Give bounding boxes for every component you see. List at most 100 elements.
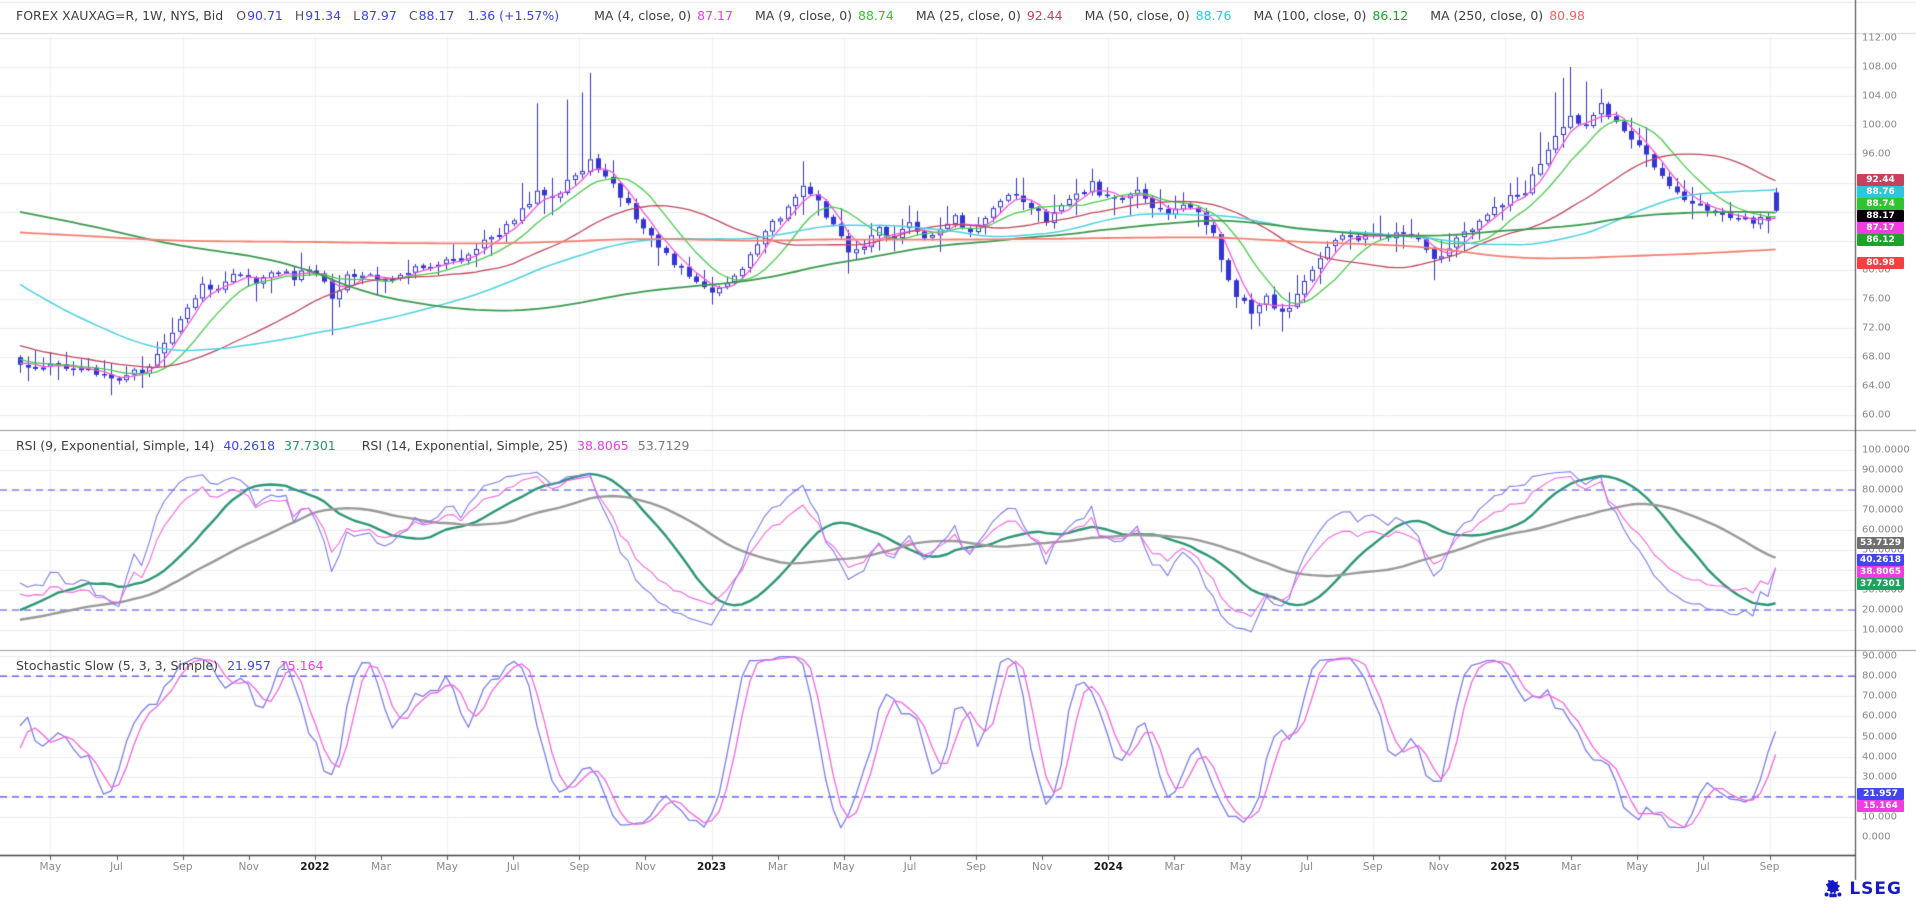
axis-tick: 0.000 [1862, 831, 1891, 843]
ma-value: 80.98 [1549, 8, 1585, 23]
ma-legend-item[interactable]: MA (25, close, 0) 92.44 [916, 8, 1063, 23]
ma-value: 88.76 [1195, 8, 1232, 23]
axis-chip: 40.2618 [1857, 554, 1904, 567]
rsi-legend-group[interactable]: RSI (9, Exponential, Simple, 14) 40.2618 3… [16, 438, 336, 453]
date-label: Mar [767, 861, 788, 873]
axis-tick: 90.0000 [1862, 464, 1904, 476]
lseg-logo-text: LSEG [1849, 879, 1902, 899]
rsi-title: RSI (14, Exponential, Simple, 25) [361, 438, 569, 453]
date-label: Mar [1164, 861, 1185, 873]
date-label: Mar [1561, 861, 1582, 873]
axis-tick: 90.000 [1862, 650, 1897, 662]
axis-chip: 86.12 [1857, 233, 1904, 246]
axis-tick: 10.000 [1862, 811, 1897, 823]
ohlc-c: C88.17 [408, 8, 455, 23]
rsi-legend-group[interactable]: RSI (14, Exponential, Simple, 25) 38.8065… [362, 438, 690, 453]
axis-tick: 70.0000 [1862, 504, 1904, 516]
rsi-value: 53.7129 [637, 438, 690, 453]
axis-chip: 15.164 [1857, 799, 1904, 812]
axis-tick: 112.00 [1862, 32, 1897, 44]
ohlc-l: L87.97 [353, 8, 397, 23]
axis-tick: 80.00 [1862, 264, 1891, 276]
change-value: 1.36 (+1.57%) [467, 8, 560, 23]
axis-tick: 108.00 [1862, 61, 1897, 73]
rsi-value: 40.2618 [223, 438, 276, 453]
ma-label: MA (9, close, 0) [754, 8, 853, 23]
axis-chip: 92.44 [1857, 173, 1904, 186]
ma-label: MA (4, close, 0) [594, 8, 692, 23]
axis-tick: 60.00 [1862, 409, 1891, 421]
date-label: May [832, 861, 855, 873]
axis-tick: 40.000 [1862, 751, 1897, 763]
date-label: Jul [506, 861, 520, 873]
axis-chip: 37.7301 [1857, 578, 1904, 591]
stoch-title[interactable]: Stochastic Slow (5, 3, 3, Simple) 21.957 1… [16, 658, 324, 673]
date-label: Jul [1300, 861, 1314, 873]
axis-tick: 64.00 [1862, 380, 1891, 392]
ma-legend-item[interactable]: MA (9, close, 0) 88.74 [755, 8, 894, 23]
axis-tick: 60.000 [1862, 710, 1897, 722]
date-label: Nov [1428, 861, 1450, 873]
axis-tick: 50.0000 [1862, 544, 1904, 556]
rsi-value: 38.8065 [577, 438, 629, 453]
axis-tick: 104.00 [1862, 90, 1897, 102]
stoch-legend: Stochastic Slow (5, 3, 3, Simple) 21.957 1… [16, 658, 350, 673]
date-label: Sep [966, 861, 986, 873]
stoch-value: 21.957 [227, 658, 271, 673]
rsi-value: 37.7301 [284, 438, 336, 453]
date-label: Sep [1759, 861, 1780, 873]
axis-chip: 21.957 [1857, 787, 1904, 800]
instrument-title[interactable]: FOREX XAUXAG=R, 1W, NYS, Bid [16, 8, 224, 23]
axis-tick: 68.00 [1862, 351, 1891, 363]
axis-tick: 96.00 [1862, 148, 1891, 160]
stoch-value: 15.164 [279, 658, 324, 673]
axis-chip: 88.74 [1857, 197, 1904, 210]
axis-tick: 50.000 [1862, 731, 1897, 742]
axis-tick: 70.000 [1862, 690, 1897, 702]
axis-tick: 80.0000 [1862, 484, 1904, 496]
date-label: May [1626, 861, 1649, 873]
ma-value: 87.17 [697, 8, 733, 23]
ma-value: 88.74 [858, 8, 894, 23]
axis-tick: 20.0000 [1862, 604, 1904, 616]
ma-value: 92.44 [1026, 8, 1063, 23]
ma-legend-item[interactable]: MA (4, close, 0) 87.17 [594, 8, 733, 23]
rsi-title: RSI (9, Exponential, Simple, 14) [16, 438, 215, 453]
ma-legend: MA (4, close, 0) 87.17 MA (9, close, 0) 88.… [572, 8, 1585, 23]
lseg-crest-icon [1824, 879, 1842, 898]
axis-chip: 38.8065 [1857, 566, 1904, 579]
rsi-legend: RSI (9, Exponential, Simple, 14) 40.2618 3… [16, 438, 715, 453]
date-label: Nov [238, 861, 260, 873]
axis-chip: 87.17 [1857, 221, 1904, 234]
date-label: 2023 [696, 861, 727, 873]
date-label: May [39, 861, 62, 873]
date-label: Sep [1362, 861, 1383, 873]
ma-label: MA (50, close, 0) [1084, 8, 1190, 23]
date-label: Jul [903, 861, 917, 873]
date-label: May [436, 861, 458, 873]
axis-tick: 10.0000 [1862, 624, 1904, 636]
axis-tick: 60.0000 [1862, 524, 1904, 536]
ma-legend-item[interactable]: MA (250, close, 0) 80.98 [1430, 8, 1585, 23]
ma-legend-item[interactable]: MA (50, close, 0) 88.76 [1085, 8, 1232, 23]
ohlc-o: O90.71 [236, 8, 283, 23]
main-chart-legend: FOREX XAUXAG=R, 1W, NYS, Bid O90.71 H91.3… [16, 8, 1585, 23]
ma-legend-item[interactable]: MA (100, close, 0) 86.12 [1253, 8, 1408, 23]
axis-tick: 30.000 [1862, 771, 1897, 783]
date-label: Jul [1697, 861, 1710, 873]
ma-label: MA (100, close, 0) [1253, 8, 1367, 23]
date-label: Sep [569, 861, 590, 873]
date-label: Mar [371, 861, 391, 873]
lseg-logo: LSEG [1822, 878, 1902, 900]
axis-tick: 76.00 [1862, 293, 1891, 305]
axis-chip: 80.98 [1857, 256, 1904, 269]
axis-tick: 100.00 [1862, 119, 1897, 131]
axis-tick: 80.000 [1862, 670, 1897, 682]
ma-value: 86.12 [1372, 8, 1409, 23]
date-label: 2022 [300, 861, 330, 873]
ohlc-h: H91.34 [294, 8, 342, 23]
date-label: Jul [110, 861, 123, 873]
axis-chip: 88.76 [1857, 185, 1904, 198]
